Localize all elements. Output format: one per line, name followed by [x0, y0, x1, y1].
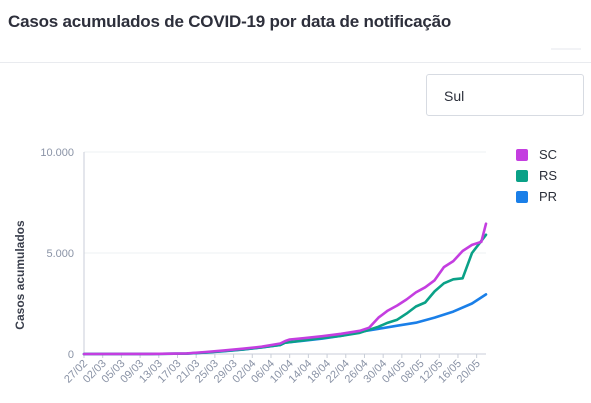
legend-swatch [516, 190, 528, 203]
legend-item-pr[interactable]: PR [516, 186, 557, 207]
legend-swatch [516, 169, 528, 182]
y-tick-label: 5.000 [46, 248, 74, 260]
page-title: Casos acumulados de COVID-19 por data de… [8, 12, 452, 31]
legend-label: RS [539, 168, 558, 183]
legend-label: SC [539, 147, 558, 162]
y-axis-title: Casos acumulados [13, 220, 27, 330]
y-tick-label: 0 [68, 349, 74, 361]
legend-label: PR [539, 189, 558, 204]
legend-item-sc[interactable]: SC [516, 144, 557, 165]
legend-swatch [516, 148, 528, 161]
series-line-sc [82, 222, 488, 356]
legend-item-rs[interactable]: RS [516, 165, 557, 186]
region-select[interactable]: Sul [426, 74, 584, 116]
region-select-value: Sul [444, 88, 465, 104]
header-fade [551, 48, 581, 50]
y-tick-label: 10.000 [40, 147, 74, 159]
chart-legend: SC RS PR [516, 144, 557, 207]
header-divider [0, 62, 591, 63]
